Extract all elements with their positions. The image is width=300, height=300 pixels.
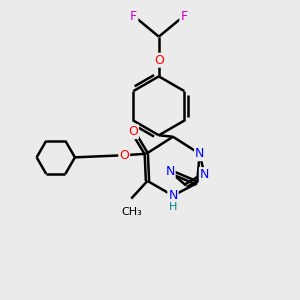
Text: N: N [165,165,175,178]
Text: O: O [154,54,164,67]
Text: O: O [119,149,129,162]
Text: H: H [169,202,177,212]
Text: N: N [200,168,209,181]
Text: N: N [168,189,178,202]
Text: F: F [130,10,137,22]
Text: F: F [180,10,188,22]
Text: CH₃: CH₃ [121,207,142,217]
Text: O: O [128,125,138,138]
Text: N: N [195,147,204,160]
